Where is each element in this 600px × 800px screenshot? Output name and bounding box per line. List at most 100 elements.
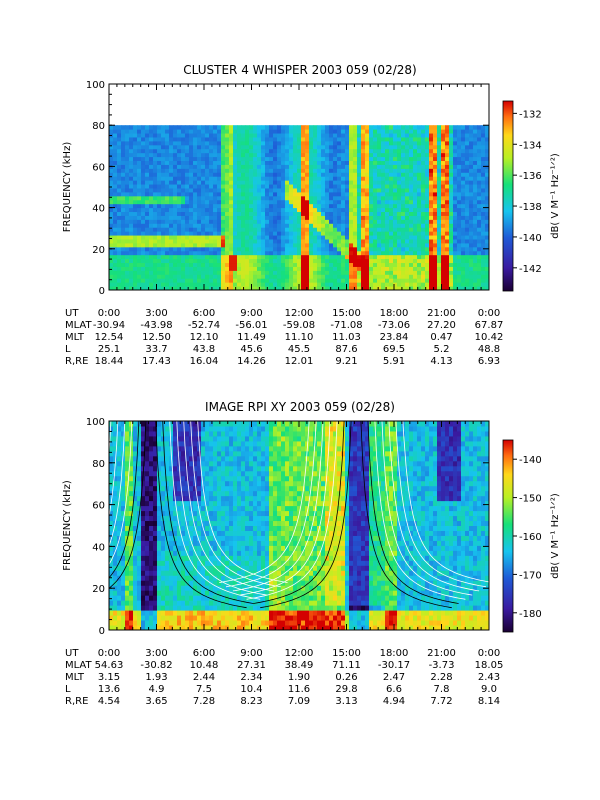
spectrogram-cell <box>277 270 282 275</box>
spectrogram-cell <box>373 227 378 232</box>
spectrogram-cell <box>265 278 270 283</box>
spectrogram-cell <box>245 246 250 252</box>
spectrogram-cell <box>257 156 262 162</box>
spectrogram-cell <box>149 570 154 576</box>
spectrogram-cell <box>349 223 354 228</box>
spectrogram-cell <box>265 172 270 177</box>
spectrogram-cell <box>369 133 374 138</box>
spectrogram-cell <box>209 207 214 213</box>
spectrogram-cell <box>153 133 158 138</box>
spectrogram-cell <box>397 219 402 224</box>
spectrogram-cell <box>117 262 122 267</box>
spectrogram-cell <box>329 258 334 264</box>
spectrogram-cell <box>365 219 370 224</box>
spectrogram-cell <box>121 187 126 193</box>
spectrogram-cell <box>237 223 242 228</box>
spectrogram-cell <box>141 199 146 205</box>
spectrogram-cell <box>397 286 402 290</box>
spectrogram-cell <box>201 211 206 216</box>
spectrogram-cell <box>125 160 130 165</box>
spectrogram-cell <box>289 282 294 287</box>
spectrogram-cell <box>341 238 346 244</box>
spectrogram-cell <box>429 164 434 169</box>
spectrogram-cell <box>181 238 186 244</box>
spectrogram-cell <box>281 199 286 205</box>
spectrogram-cell <box>145 207 150 213</box>
spectrogram-cell <box>349 211 354 216</box>
spectrogram-cell <box>349 203 354 209</box>
spectrogram-cell <box>113 203 118 209</box>
spectrogram-cell <box>189 278 194 283</box>
spectrogram-cell <box>209 282 214 287</box>
spectrogram-cell <box>153 475 158 482</box>
spectrogram-cell <box>341 164 346 169</box>
spectrogram-cell <box>293 164 298 169</box>
spectrogram-cell <box>161 156 166 162</box>
spectrogram-cell <box>177 274 182 279</box>
spectrogram-cell <box>121 490 126 497</box>
spectrogram-cell <box>277 129 282 134</box>
spectrogram-cell <box>441 266 446 271</box>
spectrogram-cell <box>261 156 266 162</box>
spectrogram-cell <box>121 215 126 220</box>
spectrogram-cell <box>477 262 482 267</box>
spectrogram-cell <box>225 129 230 134</box>
spectrogram-cell <box>321 184 326 189</box>
spectrogram-cell <box>393 184 398 189</box>
spectrogram-cell <box>281 250 286 256</box>
spectrogram-cell <box>233 140 238 146</box>
spectrogram-cell <box>229 231 234 236</box>
spectrogram-cell <box>313 231 318 236</box>
spectrogram-cell <box>425 152 430 158</box>
spectrogram-cell <box>321 168 326 173</box>
spectrogram-cell <box>329 274 334 279</box>
spectrogram-cell <box>121 168 126 173</box>
spectrogram-cell <box>181 187 186 193</box>
spectrogram-cell <box>261 250 266 256</box>
spectrogram-cell <box>125 475 130 482</box>
spectrogram-cell <box>109 430 114 437</box>
spectrogram-cell <box>381 207 386 213</box>
spectrogram-cell <box>369 286 374 290</box>
spectrogram-cell <box>237 235 242 240</box>
spectrogram-cell <box>205 238 210 244</box>
spectrogram-cell <box>137 585 142 591</box>
spectrogram-cell <box>401 160 406 165</box>
spectrogram-cell <box>381 195 386 201</box>
spectrogram-cell <box>201 246 206 252</box>
spectrogram-cell <box>357 156 362 162</box>
spectrogram-cell <box>409 219 414 224</box>
spectrogram-cell <box>293 227 298 232</box>
spectrogram-cell <box>297 262 302 267</box>
spectrogram-cell <box>225 203 230 209</box>
spectrogram-cell <box>413 144 418 150</box>
spectrogram-cell <box>393 270 398 275</box>
spectrogram-cell <box>217 266 222 271</box>
spectrogram-cell <box>137 262 142 267</box>
spectrogram-cell <box>409 242 414 248</box>
spectrogram <box>109 125 489 290</box>
spectrogram-cell <box>449 207 454 213</box>
spectrogram-cell <box>401 133 406 138</box>
spectrogram-cell <box>325 207 330 213</box>
spectrogram-cell <box>269 180 274 185</box>
spectrogram-cell <box>313 140 318 146</box>
spectrogram-cell <box>137 250 142 256</box>
spectrogram-cell <box>137 470 142 477</box>
spectrogram-cell <box>285 262 290 267</box>
spectrogram-cell <box>293 187 298 193</box>
spectrogram-cell <box>305 258 310 264</box>
spectrogram-cell <box>473 219 478 224</box>
spectrogram-cell <box>417 286 422 290</box>
spectrogram-cell <box>165 125 170 130</box>
spectrogram-cell <box>117 425 122 432</box>
spectrogram-cell <box>481 148 486 154</box>
spectrogram-cell <box>405 207 410 213</box>
spectrogram-cell <box>401 254 406 260</box>
spectrogram-cell <box>437 152 442 158</box>
spectrogram-cell <box>133 545 138 551</box>
spectrogram-cell <box>277 215 282 220</box>
spectrogram-cell <box>169 590 174 596</box>
spectrogram-cell <box>165 246 170 252</box>
spectrogram-cell <box>153 570 158 576</box>
